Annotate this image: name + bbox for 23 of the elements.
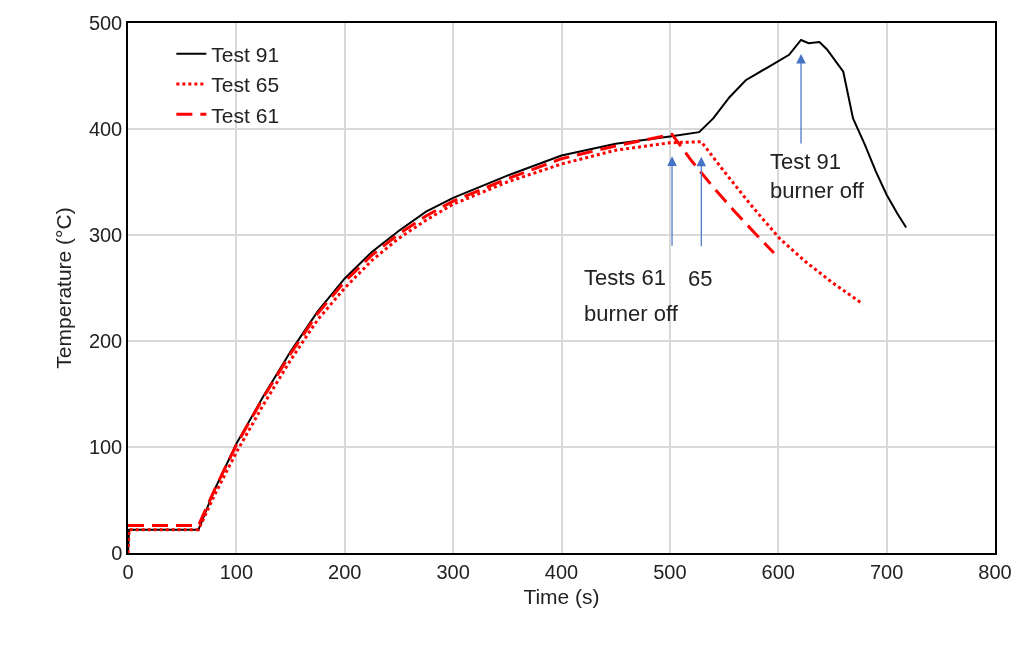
y-axis-title: Temperature (°C) bbox=[51, 207, 75, 369]
x-tick-label: 500 bbox=[653, 560, 687, 583]
x-tick-label: 800 bbox=[978, 560, 1012, 583]
y-tick-label: 400 bbox=[88, 118, 123, 140]
annotation: Tests 61 bbox=[584, 265, 666, 290]
x-tick-label: 100 bbox=[219, 560, 254, 583]
y-tick-label: 0 bbox=[111, 542, 123, 564]
legend-label: Test 91 bbox=[211, 42, 280, 66]
x-tick-label: 700 bbox=[869, 560, 904, 583]
x-axis-title: Time (s) bbox=[523, 585, 600, 609]
x-tick-label: 300 bbox=[436, 560, 470, 583]
annotation: Test 91 burner off bbox=[770, 149, 865, 203]
y-tick-label: 500 bbox=[88, 12, 123, 34]
y-tick-label: 200 bbox=[88, 330, 123, 352]
x-tick-label: 400 bbox=[544, 560, 579, 583]
x-tick-label: 200 bbox=[328, 560, 362, 583]
y-tick-label: 100 bbox=[88, 436, 123, 458]
y-tick-label: 300 bbox=[88, 224, 123, 246]
x-tick-label: 600 bbox=[761, 560, 795, 583]
legend-label: Test 61 bbox=[211, 103, 280, 127]
annotation: 65 bbox=[688, 266, 713, 291]
annotation: burner off bbox=[584, 301, 679, 326]
legend-label: Test 65 bbox=[211, 73, 280, 97]
